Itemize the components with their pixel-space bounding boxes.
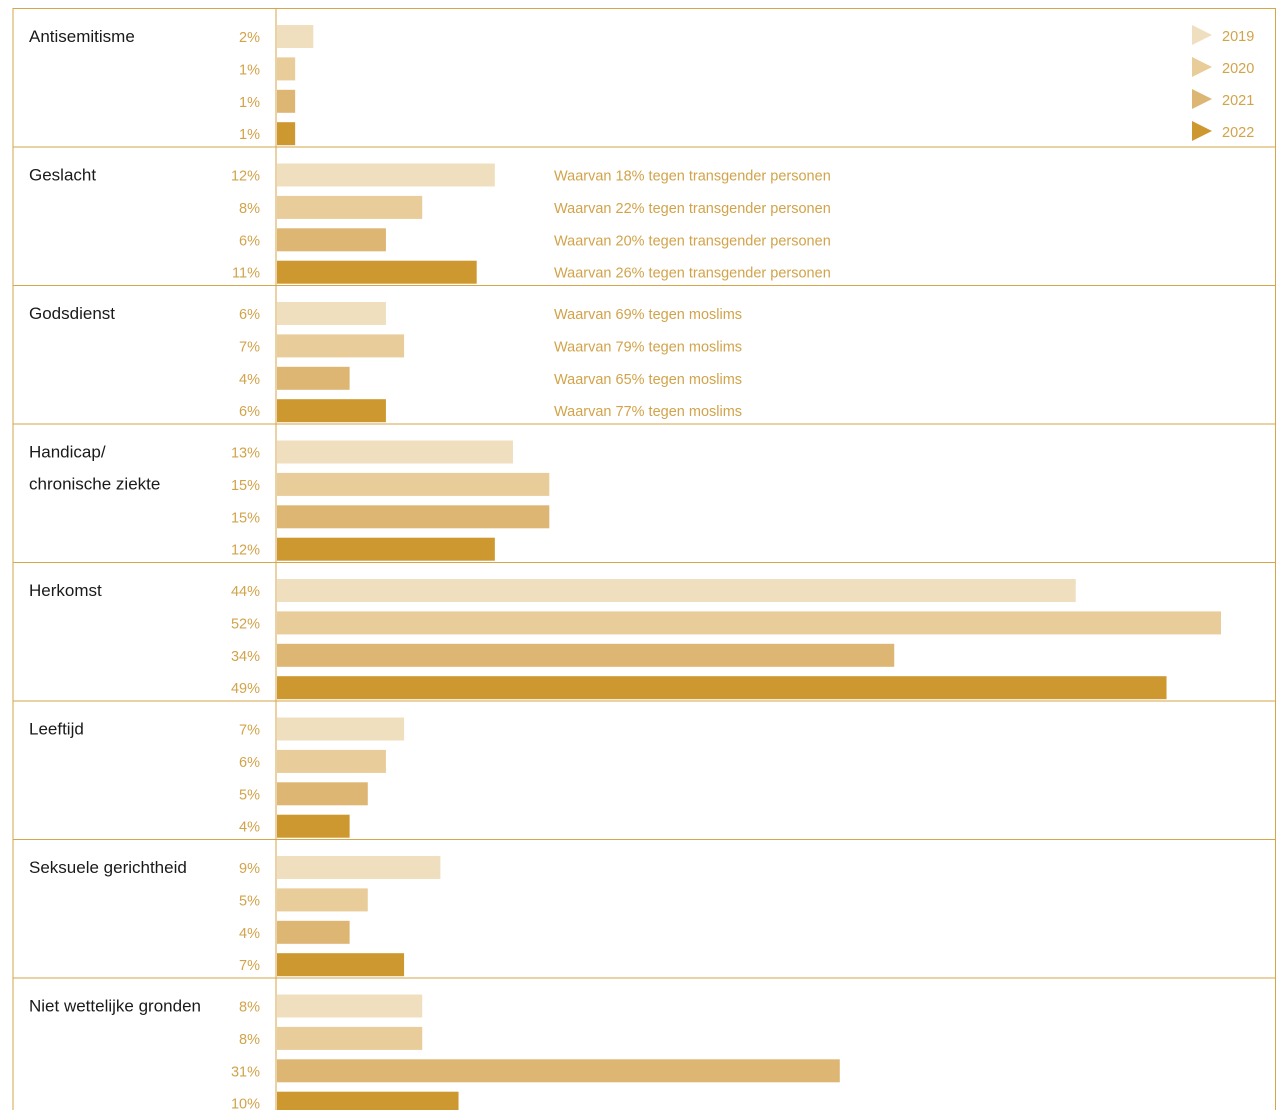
value-label-antisemitisme-2022: 1%	[239, 127, 260, 143]
value-label-antisemitisme-2021: 1%	[239, 95, 260, 111]
category-label-handicap-chronische-ziekte: Handicap/	[29, 443, 106, 462]
bar-handicap-chronische-ziekte-2021	[277, 505, 550, 529]
value-label-leeftijd-2021: 5%	[239, 787, 260, 803]
bar-seksuele-gerichtheid-2020	[277, 888, 368, 912]
value-label-leeftijd-2019: 7%	[239, 723, 260, 739]
category-label-leeftijd: Leeftijd	[29, 720, 84, 739]
bar-leeftijd-2021	[277, 782, 368, 806]
value-label-geslacht-2021: 6%	[239, 233, 260, 249]
legend-label-2020: 2020	[1222, 61, 1254, 77]
bar-geslacht-2021	[277, 228, 386, 252]
legend-label-2021: 2021	[1222, 93, 1254, 109]
value-label-geslacht-2020: 8%	[239, 201, 260, 217]
note-geslacht-2019: Waarvan 18% tegen transgender personen	[554, 169, 831, 185]
value-label-niet-wettelijke-gronden-2019: 8%	[239, 1000, 260, 1016]
category-label-handicap-chronische-ziekte: chronische ziekte	[29, 475, 160, 494]
bar-niet-wettelijke-gronden-2020	[277, 1026, 423, 1050]
bar-herkomst-2020	[277, 611, 1221, 635]
value-label-niet-wettelijke-gronden-2020: 8%	[239, 1032, 260, 1048]
note-godsdienst-2021: Waarvan 65% tegen moslims	[554, 372, 742, 388]
note-geslacht-2021: Waarvan 20% tegen transgender personen	[554, 233, 831, 249]
bar-handicap-chronische-ziekte-2020	[277, 472, 550, 496]
bar-niet-wettelijke-gronden-2019	[277, 994, 423, 1018]
category-label-antisemitisme: Antisemitisme	[29, 27, 135, 46]
value-label-handicap-chronische-ziekte-2021: 15%	[231, 510, 260, 526]
value-label-geslacht-2019: 12%	[231, 169, 260, 185]
value-label-seksuele-gerichtheid-2019: 9%	[239, 861, 260, 877]
value-label-niet-wettelijke-gronden-2021: 31%	[231, 1064, 260, 1080]
bar-seksuele-gerichtheid-2019	[277, 856, 441, 879]
bar-seksuele-gerichtheid-2022	[277, 953, 405, 977]
value-label-seksuele-gerichtheid-2022: 7%	[239, 958, 260, 974]
bar-geslacht-2019	[277, 163, 495, 187]
bar-herkomst-2022	[277, 676, 1167, 700]
category-label-herkomst: Herkomst	[29, 581, 102, 600]
value-label-antisemitisme-2020: 1%	[239, 62, 260, 78]
category-label-niet-wettelijke-gronden: Niet wettelijke gronden	[29, 997, 201, 1016]
bar-leeftijd-2020	[277, 749, 386, 773]
value-label-herkomst-2021: 34%	[231, 649, 260, 665]
note-godsdienst-2019: Waarvan 69% tegen moslims	[554, 307, 742, 323]
note-godsdienst-2020: Waarvan 79% tegen moslims	[554, 339, 742, 355]
value-label-herkomst-2019: 44%	[231, 584, 260, 600]
note-geslacht-2020: Waarvan 22% tegen transgender personen	[554, 201, 831, 217]
bar-antisemitisme-2022	[277, 122, 296, 146]
bar-herkomst-2019	[277, 579, 1076, 602]
category-label-seksuele-gerichtheid: Seksuele gerichtheid	[29, 858, 187, 877]
bar-handicap-chronische-ziekte-2022	[277, 537, 495, 561]
value-label-godsdienst-2021: 4%	[239, 372, 260, 388]
bar-antisemitisme-2021	[277, 89, 296, 113]
value-label-seksuele-gerichtheid-2020: 5%	[239, 893, 260, 909]
value-label-leeftijd-2020: 6%	[239, 755, 260, 771]
value-label-niet-wettelijke-gronden-2022: 10%	[231, 1097, 260, 1110]
category-label-geslacht: Geslacht	[29, 166, 96, 185]
value-label-herkomst-2022: 49%	[231, 681, 260, 697]
bar-niet-wettelijke-gronden-2022	[277, 1091, 459, 1110]
note-godsdienst-2022: Waarvan 77% tegen moslims	[554, 404, 742, 420]
bar-leeftijd-2019	[277, 717, 405, 741]
value-label-geslacht-2022: 11%	[232, 266, 260, 282]
category-label-godsdienst: Godsdienst	[29, 304, 115, 323]
value-label-godsdienst-2020: 7%	[239, 339, 260, 355]
bar-handicap-chronische-ziekte-2019	[277, 440, 513, 464]
value-label-handicap-chronische-ziekte-2020: 15%	[231, 478, 260, 494]
value-label-handicap-chronische-ziekte-2019: 13%	[231, 446, 260, 462]
bar-geslacht-2020	[277, 195, 423, 219]
bar-geslacht-2022	[277, 260, 477, 284]
bar-godsdienst-2020	[277, 334, 405, 358]
legend-label-2022: 2022	[1222, 125, 1254, 141]
bar-godsdienst-2019	[277, 302, 386, 325]
bar-leeftijd-2022	[277, 814, 350, 838]
value-label-handicap-chronische-ziekte-2022: 12%	[231, 543, 260, 559]
legend-marker-icon-2019	[1192, 25, 1212, 45]
bar-godsdienst-2021	[277, 366, 350, 390]
value-label-herkomst-2020: 52%	[231, 616, 260, 632]
bar-seksuele-gerichtheid-2021	[277, 920, 350, 944]
value-label-godsdienst-2019: 6%	[239, 307, 260, 323]
bar-godsdienst-2022	[277, 399, 386, 423]
value-label-antisemitisme-2019: 2%	[239, 30, 260, 46]
legend-marker-icon-2021	[1192, 89, 1212, 109]
bar-antisemitisme-2020	[277, 57, 296, 81]
value-label-godsdienst-2022: 6%	[239, 404, 260, 420]
value-label-leeftijd-2022: 4%	[239, 820, 260, 836]
bar-antisemitisme-2019	[277, 25, 314, 48]
legend-label-2019: 2019	[1222, 29, 1254, 45]
legend-marker-icon-2022	[1192, 121, 1212, 141]
value-label-seksuele-gerichtheid-2021: 4%	[239, 926, 260, 942]
note-geslacht-2022: Waarvan 26% tegen transgender personen	[554, 266, 831, 282]
legend-marker-icon-2020	[1192, 57, 1212, 77]
bar-niet-wettelijke-gronden-2021	[277, 1059, 840, 1083]
bar-herkomst-2021	[277, 643, 895, 667]
